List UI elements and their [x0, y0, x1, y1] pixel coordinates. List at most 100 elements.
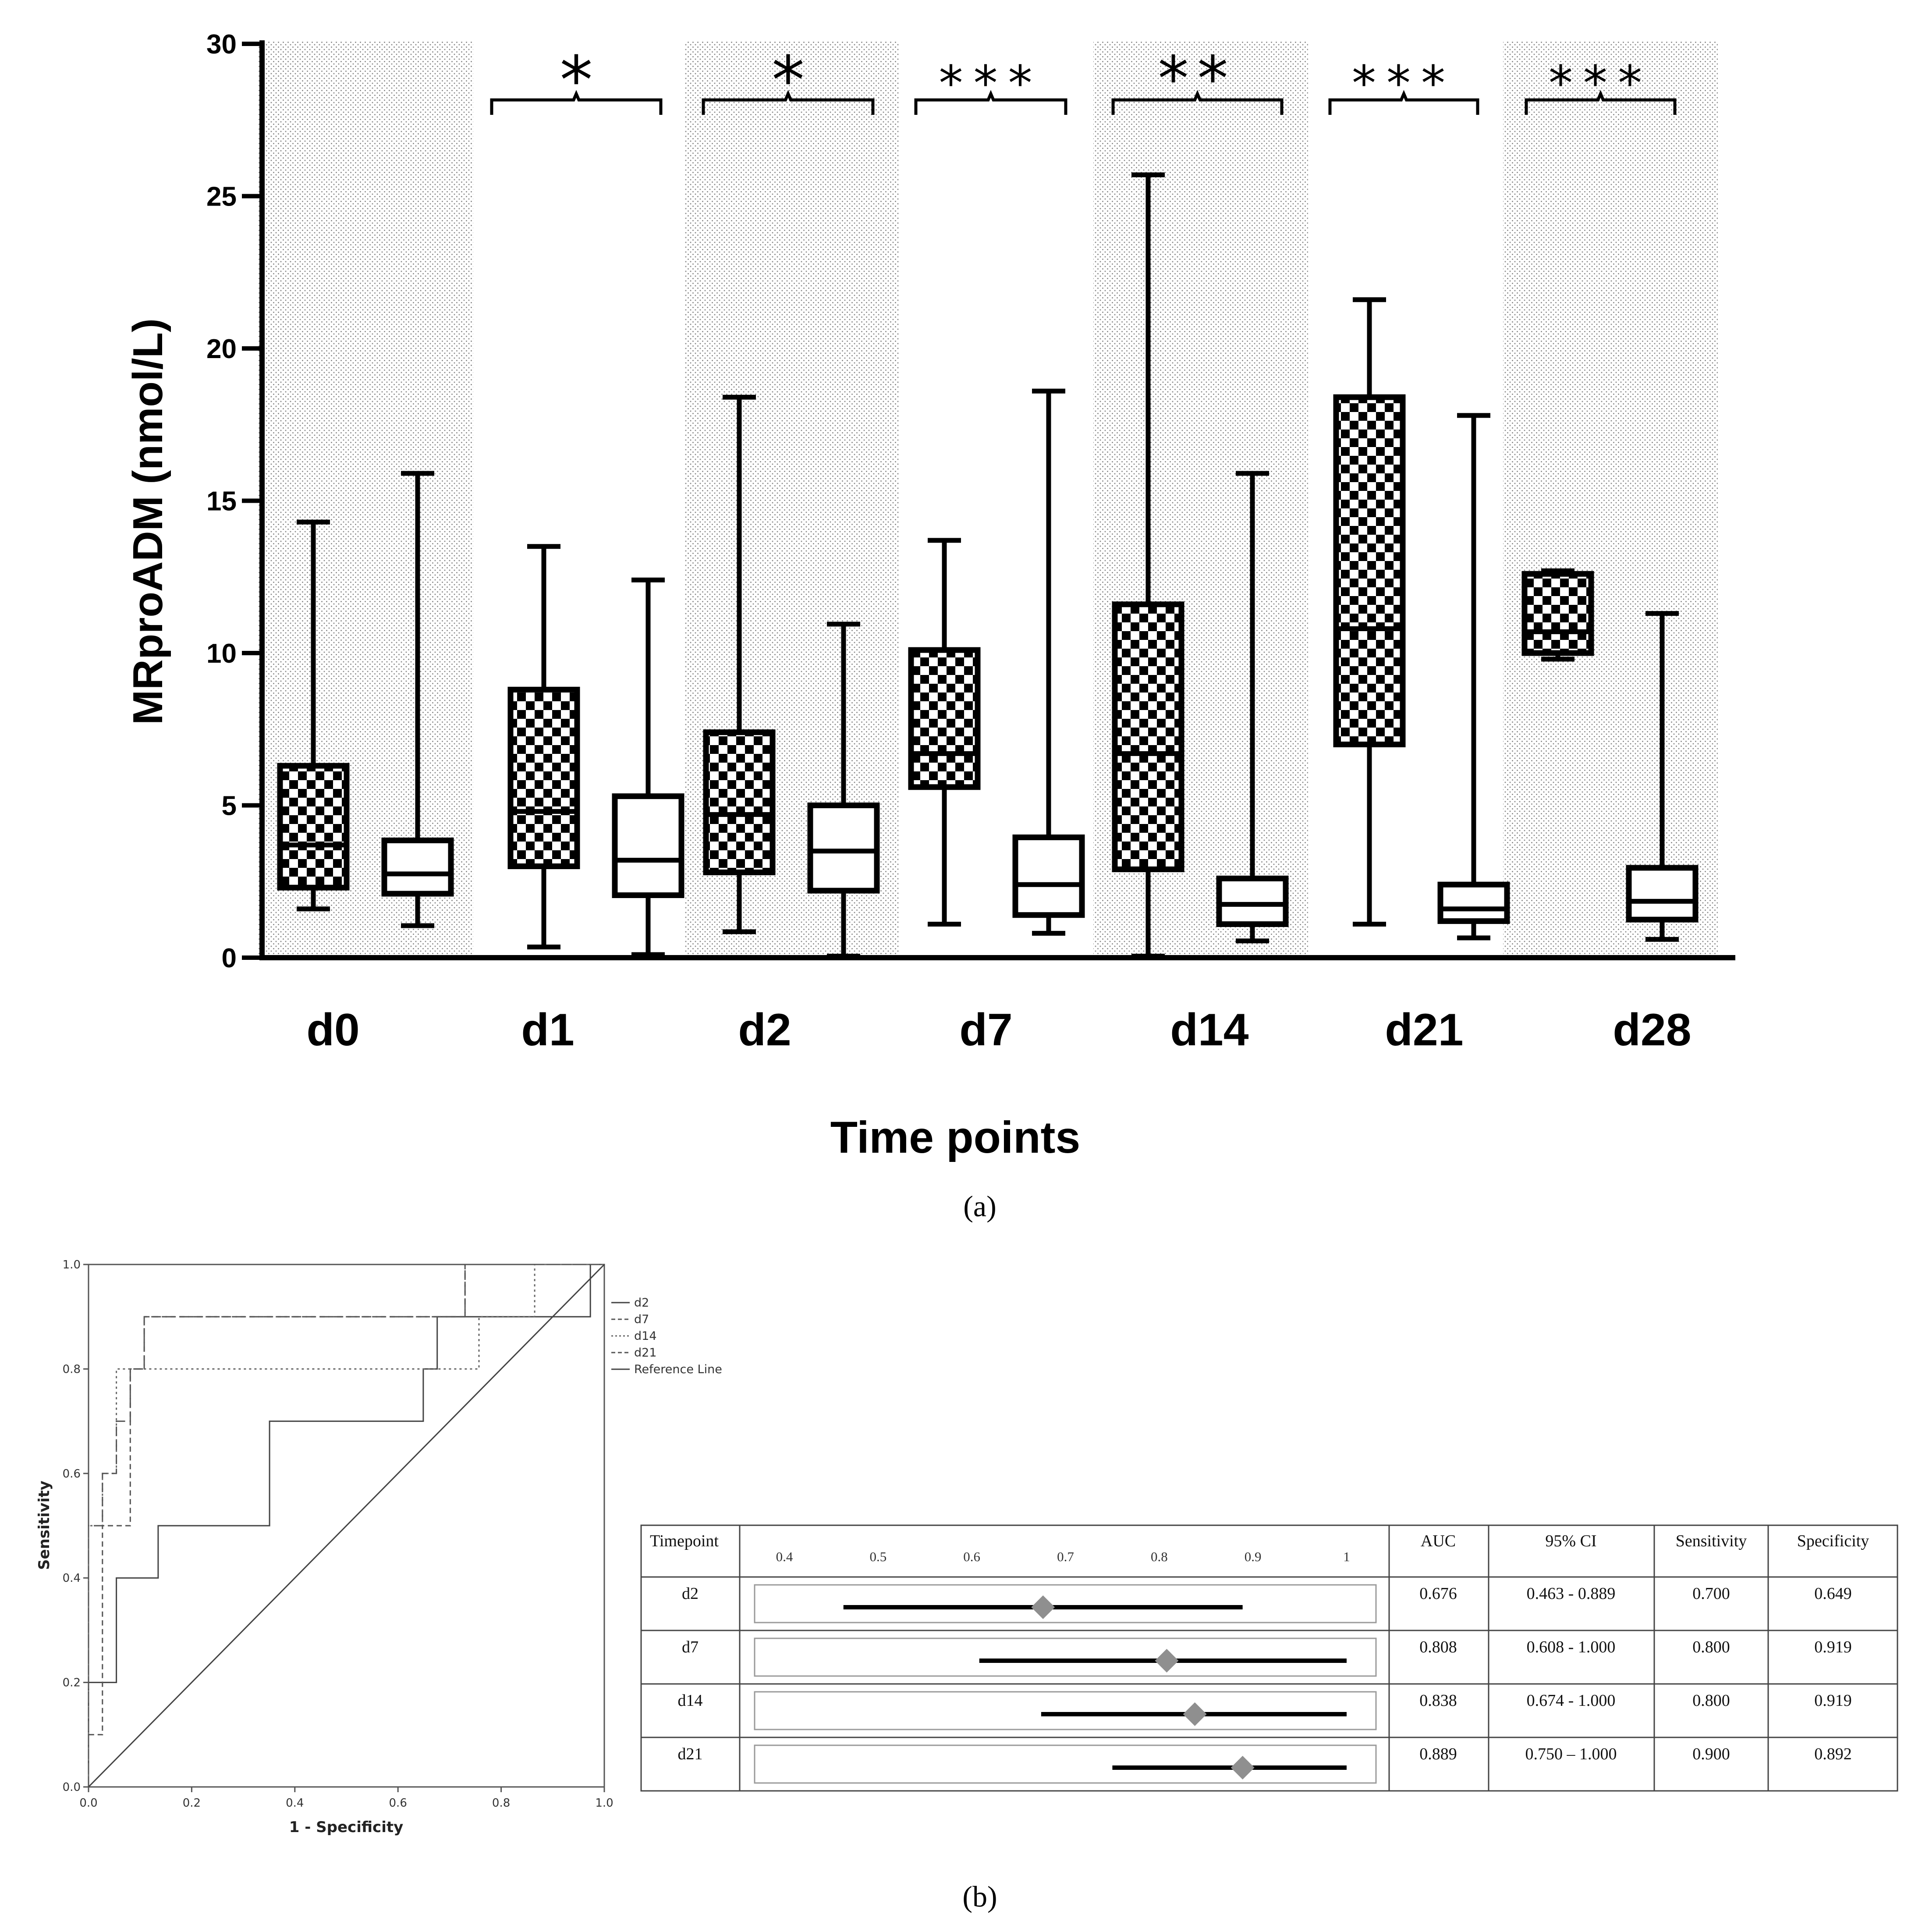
- patterned-box-d21: [1333, 297, 1406, 927]
- table-cell-specificity-d14: 0.919: [1814, 1691, 1852, 1710]
- patterned-box-d2-box: [703, 729, 776, 875]
- patterned-box-d14: [1112, 172, 1184, 959]
- patterned-box-d28-box: [1521, 571, 1594, 656]
- open-box-d2-box: [807, 803, 880, 894]
- panel-b-label: (b): [962, 1880, 997, 1913]
- x-category-label-d2: d2: [738, 1005, 791, 1055]
- auc-forest-table: Timepoint AUC 95% CI Sensitivity Specificity…: [640, 1524, 1898, 1792]
- roc-legend-label-d14: d14: [634, 1329, 657, 1343]
- roc-y-tick-label-0.0: 0.0: [63, 1781, 81, 1794]
- roc-y-tick-label-0.6: 0.6: [63, 1467, 81, 1481]
- table-cell-sensitivity-d7: 0.800: [1692, 1638, 1730, 1656]
- roc-x-tick-label-0.2: 0.2: [183, 1797, 201, 1810]
- patterned-box-d21-box: [1333, 394, 1406, 747]
- table-cell-ci-d21: 0.750 – 1.000: [1525, 1745, 1617, 1763]
- table-cell-sensitivity-d2: 0.700: [1692, 1584, 1730, 1603]
- table-header-auc: AUC: [1421, 1532, 1456, 1550]
- forest-auc-marker-d14: [1183, 1702, 1207, 1726]
- table-cell-auc-d14: 0.838: [1419, 1691, 1457, 1710]
- table-cell-auc-d21: 0.889: [1419, 1745, 1457, 1763]
- table-cell-ci-d2: 0.463 - 0.889: [1527, 1584, 1616, 1603]
- table-cell-sensitivity-d14: 0.800: [1692, 1691, 1730, 1710]
- table-cell-auc-d7: 0.808: [1419, 1638, 1457, 1656]
- patterned-box-d0-box: [277, 763, 350, 891]
- table-cell-specificity-d7: 0.919: [1814, 1638, 1852, 1656]
- roc-y-tick-label-0.4: 0.4: [63, 1572, 81, 1585]
- roc-y-axis-title: Sensitivity: [35, 1481, 53, 1570]
- forest-cell-box-d21: [754, 1744, 1377, 1784]
- table-cell-auc-d2: 0.676: [1419, 1584, 1457, 1603]
- significance-label-d7: ***: [939, 55, 1043, 111]
- table-cell-timepoint-d14: d14: [678, 1691, 703, 1710]
- significance-label-d21: ***: [1352, 55, 1456, 111]
- table-cell-ci-d7: 0.608 - 1.000: [1527, 1638, 1616, 1656]
- forest-scale-label-0.6: 0.6: [963, 1549, 980, 1564]
- significance-label-d28: ***: [1549, 55, 1652, 111]
- roc-x-tick-label-0.4: 0.4: [286, 1797, 304, 1810]
- x-category-labels: d0 d1 d2 d7 d14 d21 d28: [306, 1005, 1691, 1055]
- forest-cell-box-d14: [754, 1691, 1377, 1730]
- roc-legend-label-d2: d2: [634, 1296, 649, 1310]
- x-category-label-d1: d1: [521, 1005, 574, 1055]
- patterned-box-d7: [908, 538, 981, 927]
- y-tick-label-20: 20: [206, 334, 237, 364]
- roc-line-d21: [88, 1264, 604, 1787]
- significance-bracket-d7: [914, 90, 1067, 115]
- significance-brackets: * * *** ** *** ***: [490, 43, 1677, 119]
- open-box-d1: [612, 577, 684, 957]
- roc-y-tick-label-0.2: 0.2: [63, 1676, 81, 1690]
- significance-bracket-d28: [1525, 90, 1677, 115]
- shaded-band-d28: [1503, 42, 1718, 960]
- table-header-95-ci: 95% CI: [1545, 1532, 1596, 1550]
- open-box-d14-box: [1216, 875, 1289, 927]
- roc-ticks: 0.0 0.0 0.2 0.2 0.4 0.4 0.6 0.6 0.8 0.8 1.0 1.0: [63, 1258, 613, 1810]
- table-cell-timepoint-d21: d21: [678, 1745, 703, 1763]
- roc-series: [88, 1264, 605, 1788]
- boxplot-marks: [277, 172, 1699, 959]
- roc-legend-label-d7: d7: [634, 1313, 649, 1326]
- forest-cell-box-d2: [754, 1584, 1377, 1623]
- forest-cell-box-d7: [754, 1637, 1377, 1677]
- patterned-box-d1-box: [507, 686, 580, 870]
- x-category-label-d21: d21: [1385, 1005, 1463, 1055]
- open-box-d0-box: [381, 837, 454, 897]
- significance-label-d1: *: [560, 43, 593, 119]
- table-cell-sensitivity-d21: 0.900: [1692, 1745, 1730, 1763]
- y-tick-label-0: 0: [222, 943, 237, 973]
- patterned-box-d7-box: [908, 647, 981, 790]
- y-tick-label-10: 10: [206, 639, 237, 669]
- table-header-sensitivity: Sensitivity: [1676, 1532, 1747, 1550]
- y-tick-label-30: 30: [206, 29, 237, 60]
- table-header-specificity: Specificity: [1797, 1532, 1869, 1550]
- patterned-box-d14-box: [1112, 601, 1184, 872]
- roc-x-tick-label-0.8: 0.8: [492, 1797, 510, 1810]
- roc-legend-label-reference-line: Reference Line: [634, 1363, 722, 1376]
- panel-a-label: (a): [963, 1190, 996, 1223]
- significance-bracket-d2: [702, 90, 875, 115]
- open-box-d28: [1626, 611, 1699, 942]
- roc-curve-plot: 0.00.00.20.20.40.40.60.60.80.81.01.0 d2d…: [35, 1258, 722, 1836]
- open-box-d7: [1012, 388, 1085, 936]
- forest-auc-marker-d2: [1031, 1595, 1055, 1619]
- roc-line-reference-line: [88, 1264, 605, 1788]
- patterned-box-d0: [277, 519, 350, 912]
- forest-scale-label-0.7: 0.7: [1057, 1549, 1074, 1564]
- table-cell-specificity-d21: 0.892: [1814, 1745, 1852, 1763]
- roc-x-tick-label-1.0: 1.0: [595, 1797, 613, 1810]
- table-header-timepoint: Timepoint: [650, 1532, 719, 1550]
- y-tick-label-25: 25: [206, 182, 237, 212]
- roc-x-tick-label-0.0: 0.0: [79, 1797, 97, 1810]
- patterned-box-d1: [507, 544, 580, 950]
- roc-x-axis-title: 1 - Specificity: [289, 1818, 404, 1836]
- roc-x-tick-label-0.6: 0.6: [389, 1797, 407, 1810]
- open-box-d14: [1216, 471, 1289, 944]
- table-frame: [640, 1524, 1898, 1792]
- roc-y-tick-label-0.8: 0.8: [63, 1363, 81, 1376]
- y-axis-title: MRproADM (nmol/L): [124, 318, 171, 725]
- table-cell-ci-d14: 0.674 - 1.000: [1527, 1691, 1616, 1710]
- x-category-label-d7: d7: [959, 1005, 1012, 1055]
- forest-auc-marker-d21: [1231, 1756, 1255, 1779]
- y-tick-label-5: 5: [222, 791, 237, 821]
